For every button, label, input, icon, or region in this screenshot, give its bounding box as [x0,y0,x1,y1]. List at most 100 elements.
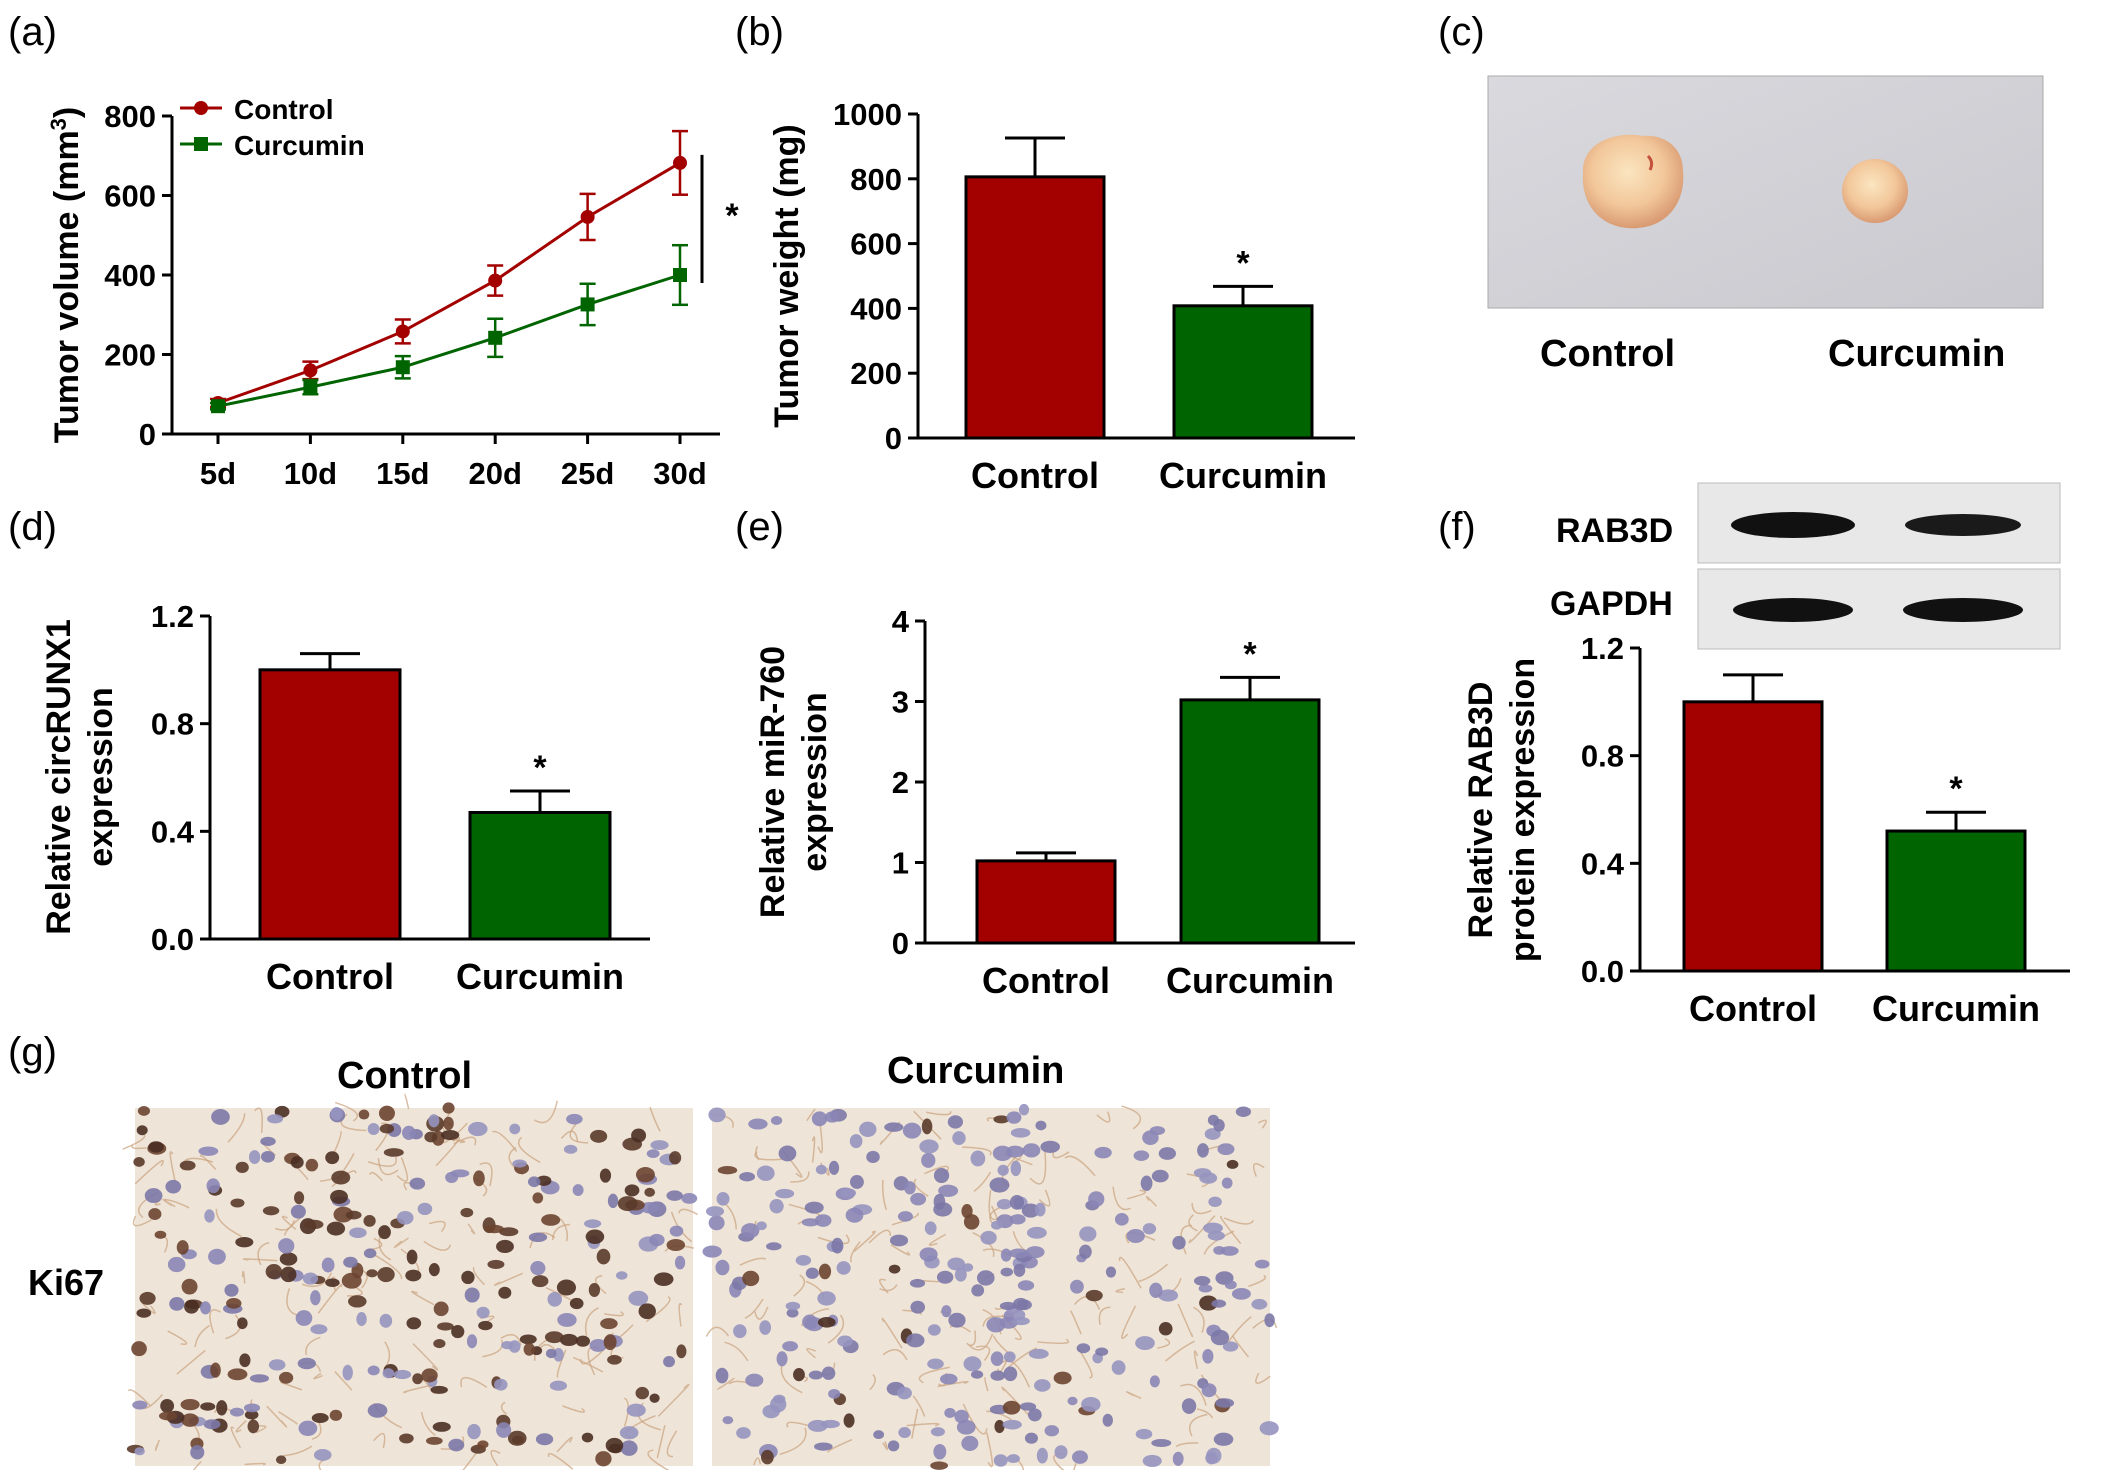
ki67-positive-nucleus [653,1272,674,1286]
ki67-negative-nucleus [1070,1279,1084,1294]
ki67-negative-nucleus [956,1419,976,1435]
ki67-negative-nucleus [1114,1213,1129,1226]
stroma-fiber [806,1347,816,1359]
stroma-fiber [911,1408,919,1439]
ki67-negative-nucleus [996,1199,1012,1210]
ki67-positive-nucleus [666,1238,686,1251]
ki67-negative-nucleus [549,1380,568,1391]
stroma-fiber [969,1330,977,1346]
ki67-negative-nucleus [349,1227,367,1238]
ki67-negative-nucleus [208,1248,226,1265]
ki67-negative-nucleus [584,1219,602,1229]
stroma-fiber [827,1438,853,1453]
ki67-positive-nucleus [425,1436,443,1445]
ki67-negative-nucleus [770,1116,783,1125]
stroma-fiber [811,1136,816,1163]
y-axis-label: Tumor weight (mg) [768,124,806,427]
ki67-negative-nucleus [1149,1375,1160,1388]
stroma-fiber [1255,1372,1271,1384]
curcumin-tumor [1842,159,1908,223]
stroma-fiber [1069,1310,1082,1335]
ki67-positive-nucleus [210,1362,221,1378]
y-tick-label: 0.0 [1581,954,1624,989]
mir760-bar-chart: 0 1 2 3 4 Control * Curcumin Relative miR-760 exp… [754,604,1355,1001]
ki67-negative-nucleus [896,1386,912,1400]
ki67-positive-nucleus [216,1400,228,1416]
stroma-fiber [1177,1303,1194,1338]
stroma-fiber [1226,1316,1252,1344]
ki67-negative-nucleus [902,1122,922,1139]
ki67-negative-nucleus [1264,1313,1275,1328]
stroma-fiber [369,1171,383,1182]
ki67-negative-nucleus [310,1324,328,1335]
ki67-negative-nucleus [759,1320,772,1335]
stroma-fiber [403,1384,434,1394]
ki67-negative-nucleus [1009,1214,1026,1225]
ki67-negative-nucleus [572,1184,584,1196]
ki67-negative-nucleus [1158,1289,1179,1302]
ki67-positive-nucleus [262,1206,280,1216]
ki67-negative-nucleus [1021,1203,1040,1218]
ki67-negative-nucleus [200,1301,211,1315]
ki67-negative-nucleus [1102,1413,1113,1427]
ki67-negative-nucleus [450,1169,470,1178]
ki67-positive-nucleus [575,1335,590,1347]
ki67-negative-nucleus [997,1164,1009,1176]
ki67-positive-nucleus [477,1440,489,1449]
ki67-positive-nucleus [760,1449,774,1465]
stroma-fiber [1007,1347,1038,1369]
ki67-positive-nucleus [818,1263,832,1280]
data-point-control [303,363,318,378]
x-tick-label: 30d [653,456,706,491]
panel-label-a: (a) [8,10,57,54]
ihc-row-ki67: Ki67 [28,1262,105,1303]
stroma-fiber [275,1219,296,1231]
stroma-fiber [1180,1383,1207,1406]
ki67-positive-nucleus [275,1455,287,1465]
ki67-positive-nucleus [569,1297,584,1310]
ki67-negative-nucleus [330,1106,343,1121]
ki67-positive-nucleus [428,1263,440,1277]
stroma-fiber [1098,1306,1111,1325]
ki67-positive-nucleus [599,1168,612,1183]
y-axis-label-line2: protein expression [1504,658,1542,962]
ki67-negative-nucleus [887,1440,900,1452]
ki67-positive-nucleus [1199,1295,1218,1311]
bar-curcumin [1179,698,1321,945]
data-point-curcumin [395,360,410,375]
ki67-positive-nucleus [148,1141,164,1153]
y-tick-label: 800 [850,162,902,197]
photo-label-curcumin: Curcumin [1828,333,2006,375]
ki67-negative-nucleus [873,1430,885,1439]
ki67-positive-nucleus [230,1198,245,1208]
stroma-fiber [744,1298,764,1319]
ki67-negative-nucleus [831,1237,844,1254]
ki67-negative-nucleus [1017,1280,1035,1291]
ki67-negative-nucleus [310,1290,321,1306]
ki67-negative-nucleus [933,1193,946,1210]
ki67-negative-nucleus [211,1109,230,1125]
ki67-negative-nucleus [924,1221,937,1235]
ki67-negative-nucleus [1172,1451,1184,1466]
stroma-fiber [584,1306,599,1336]
ki67-negative-nucleus [496,1422,512,1438]
stroma-fiber [962,1146,992,1156]
stroma-fiber [647,1449,670,1470]
ki67-negative-nucleus [1254,1259,1270,1269]
stroma-fiber [1193,1350,1199,1370]
ki67-negative-nucleus [267,1114,284,1124]
ki67-negative-nucleus [980,1230,997,1245]
tumor-volume-line-chart: 0 200 400 600 800 5d 10d 15d 20d 25d 30d * Control Cu… [46,94,739,491]
ki67-negative-nucleus [817,1291,836,1306]
ki67-negative-nucleus [1142,1223,1157,1235]
ki67-positive-nucleus [1053,1371,1072,1385]
ki67-positive-nucleus [421,1368,438,1383]
stroma-fiber [333,1131,342,1154]
ki67-negative-nucleus [1203,1222,1223,1234]
ki67-negative-nucleus [1149,1126,1166,1136]
ki67-negative-nucleus [268,1359,286,1371]
stroma-fiber [373,1432,386,1449]
x-tick-label: Curcumin [1166,960,1334,1001]
ki67-negative-nucleus [708,1215,725,1231]
ki67-negative-nucleus [379,1313,393,1328]
